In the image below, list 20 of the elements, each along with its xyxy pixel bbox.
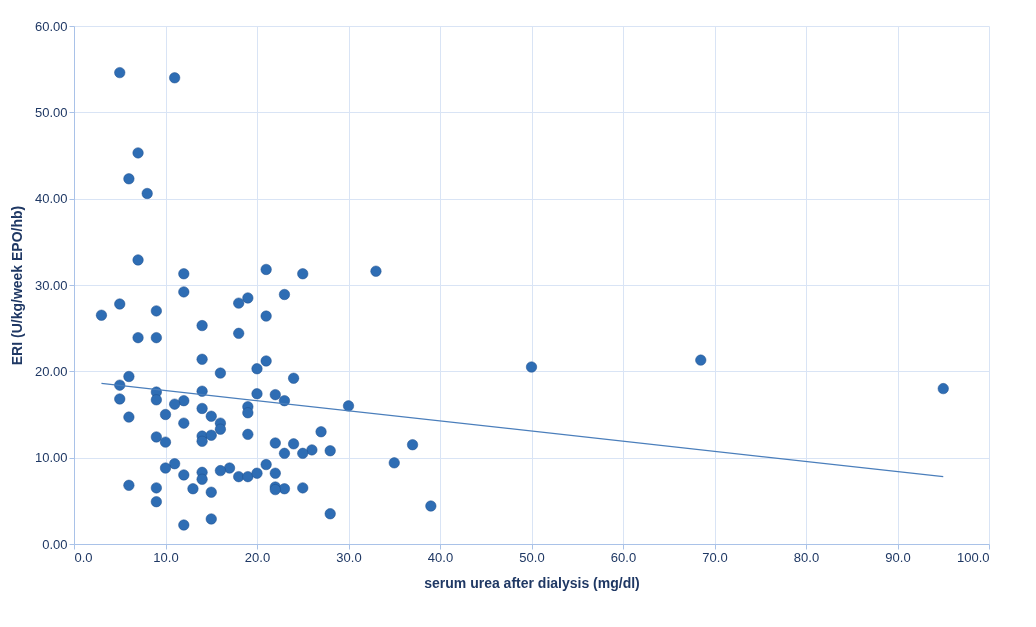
x-tick-label: 0.0 [74,549,93,565]
y-axis-title: ERI (U/kg/week EPO/hb) [8,205,25,366]
x-tick-label: 10.0 [153,549,179,565]
y-tick-label: 60.00 [34,18,68,34]
x-tick-label: 40.0 [427,549,454,565]
y-tick-label: 30.00 [34,277,68,293]
x-tick-label: 80.0 [793,549,820,565]
y-tick-label: 10.00 [34,450,68,466]
y-tick-label: 20.00 [34,363,68,379]
y-tick-label: 50.00 [34,104,68,120]
y-tick-label: 40.00 [34,191,68,207]
x-axis-title: serum urea after dialysis (mg/dl) [424,574,640,591]
x-tick-label: 30.0 [336,549,362,565]
x-tick-label: 90.0 [885,549,911,565]
x-tick-label: 50.0 [519,549,545,565]
y-tick-label: 0.00 [42,536,68,552]
x-tick-label: 70.0 [702,549,728,565]
x-tick-label: 100.0 [956,549,990,565]
x-tick-label: 60.0 [610,549,637,565]
x-tick-label: 20.0 [244,549,271,565]
